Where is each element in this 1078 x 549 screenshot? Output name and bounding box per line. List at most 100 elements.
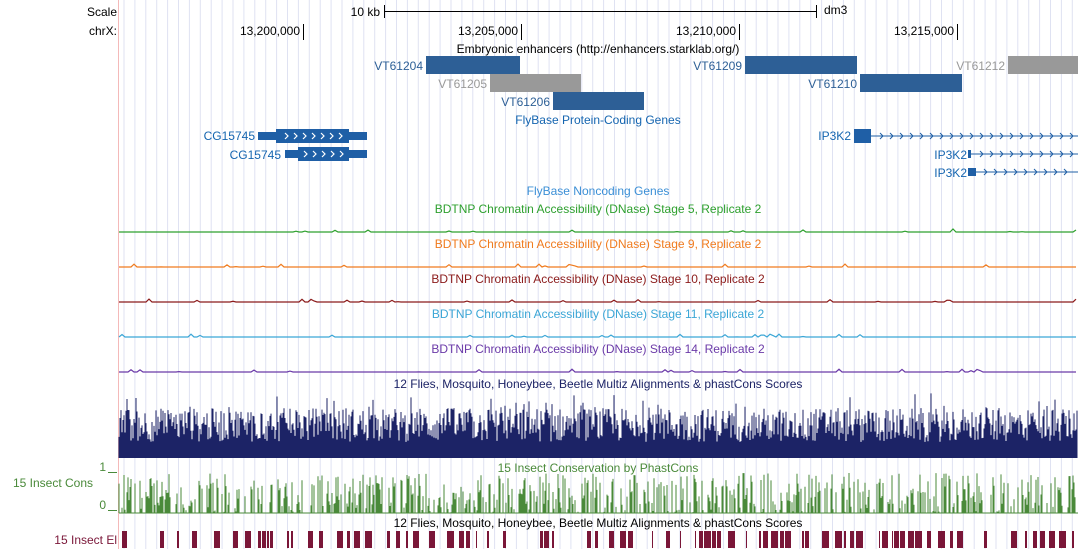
conserved-element	[387, 531, 390, 548]
enhancer-label[interactable]: VT61212	[956, 59, 1005, 73]
dnase-track-title[interactable]: BDTNP Chromatin Accessibility (DNase) St…	[434, 237, 762, 251]
conserved-element	[879, 531, 880, 548]
gene-label[interactable]: CG15745	[229, 148, 281, 162]
enhancer-label[interactable]: VT61204	[374, 59, 423, 73]
multiz-bars	[118, 393, 1078, 458]
scale-bar-label: 10 kb	[350, 5, 380, 19]
dnase-line	[119, 263, 1076, 268]
conserved-element	[270, 531, 273, 548]
enhancer-feature[interactable]	[745, 56, 857, 74]
conserved-element	[503, 531, 506, 548]
enhancer-feature[interactable]	[553, 92, 644, 110]
conserved-element	[396, 531, 400, 548]
conserved-element	[406, 531, 408, 548]
conserved-element	[771, 531, 778, 548]
enhancer-feature[interactable]	[1008, 56, 1078, 74]
position-label: 13,210,000	[675, 24, 736, 38]
gene-label[interactable]: IP3K2	[934, 148, 967, 162]
conserved-element	[466, 531, 470, 548]
gene-model	[968, 150, 1078, 158]
position-label: 13,205,000	[457, 24, 518, 38]
conserved-element	[835, 531, 842, 548]
conserved-element	[695, 531, 696, 548]
enhancer-feature[interactable]	[490, 74, 581, 92]
coding-track-title[interactable]: FlyBase Protein-Coding Genes	[515, 113, 681, 127]
conserved-element	[1072, 531, 1074, 548]
conserved-element	[704, 531, 711, 548]
ymax-tick	[108, 472, 117, 473]
gene-label[interactable]: IP3K2	[934, 166, 967, 180]
conserved-element	[1049, 531, 1055, 548]
conserved-element	[699, 531, 703, 548]
enhancer-feature[interactable]	[426, 56, 520, 74]
conserved-element	[717, 531, 721, 548]
phastcons-side-label[interactable]: 15 Insect Cons	[12, 476, 93, 490]
gene-model	[285, 147, 367, 161]
scale-bar	[384, 11, 817, 12]
conserved-element	[802, 531, 804, 548]
dnase-line	[119, 368, 1076, 373]
conserved-element	[763, 531, 768, 548]
conserved-element	[291, 531, 293, 548]
conserved-element	[908, 531, 914, 548]
conserved-element	[805, 531, 809, 548]
conserved-element	[1033, 531, 1037, 548]
multiz-track-title[interactable]: 12 Flies, Mosquito, Honeybee, Beetle Mul…	[393, 377, 803, 391]
conserved-element	[652, 531, 653, 548]
dnase-line	[119, 228, 1077, 233]
conserved-element	[892, 531, 893, 548]
enhancers-track-title[interactable]: Embryonic enhancers (http://enhancers.st…	[456, 42, 740, 56]
conserved-element	[595, 531, 598, 548]
conserved-element	[984, 531, 987, 548]
conserved-element	[1025, 531, 1027, 548]
dnase-track-title[interactable]: BDTNP Chromatin Accessibility (DNase) St…	[431, 342, 765, 356]
noncoding-track-title[interactable]: FlyBase Noncoding Genes	[526, 184, 670, 198]
dnase-track-title[interactable]: BDTNP Chromatin Accessibility (DNase) St…	[434, 202, 762, 216]
conserved-element	[850, 531, 854, 548]
dnase-track-title[interactable]: BDTNP Chromatin Accessibility (DNase) St…	[431, 307, 765, 321]
conserved-element	[245, 531, 251, 548]
enhancer-label[interactable]: VT61205	[438, 77, 487, 91]
phastcons-ymax: 1	[99, 460, 106, 474]
conserved-element	[927, 531, 931, 548]
position-tick	[957, 24, 958, 40]
conserved-element	[785, 531, 791, 548]
conserved-element	[459, 531, 464, 548]
conserved-element	[258, 531, 261, 548]
conserved-element	[759, 531, 761, 548]
enhancer-label[interactable]: VT61206	[501, 95, 550, 109]
elements-side-label[interactable]: 15 Insect El	[54, 533, 117, 547]
conserved-element	[287, 531, 289, 548]
gene-model	[854, 129, 1078, 143]
conserved-element	[950, 531, 953, 548]
conserved-element	[233, 531, 238, 548]
phastcons-bars	[118, 473, 1076, 513]
gene-label[interactable]: IP3K2	[818, 129, 851, 143]
conserved-element	[347, 531, 350, 548]
position-label: 13,215,000	[893, 24, 954, 38]
chrom-label: chrX:	[88, 24, 117, 38]
conserved-element	[1011, 531, 1017, 548]
conserved-element	[587, 531, 591, 548]
phastcons-track-title[interactable]: 15 Insect Conservation by PhastCons	[497, 461, 699, 475]
conserved-element	[728, 531, 735, 548]
enhancer-feature[interactable]	[860, 74, 962, 92]
elements-track-title[interactable]: 12 Flies, Mosquito, Honeybee, Beetle Mul…	[393, 516, 803, 530]
conserved-element	[609, 531, 614, 548]
position-tick	[303, 24, 304, 40]
ymin-tick	[108, 510, 117, 511]
dnase-track-title[interactable]: BDTNP Chromatin Accessibility (DNase) St…	[431, 272, 765, 286]
gene-label[interactable]: CG15745	[203, 129, 255, 143]
conserved-element	[938, 531, 945, 548]
scale-bar-tick-right	[816, 5, 817, 18]
enhancer-label[interactable]: VT61210	[808, 77, 857, 91]
conserved-element	[429, 531, 435, 548]
enhancer-label[interactable]: VT61209	[693, 59, 742, 73]
conserved-element	[900, 531, 905, 548]
